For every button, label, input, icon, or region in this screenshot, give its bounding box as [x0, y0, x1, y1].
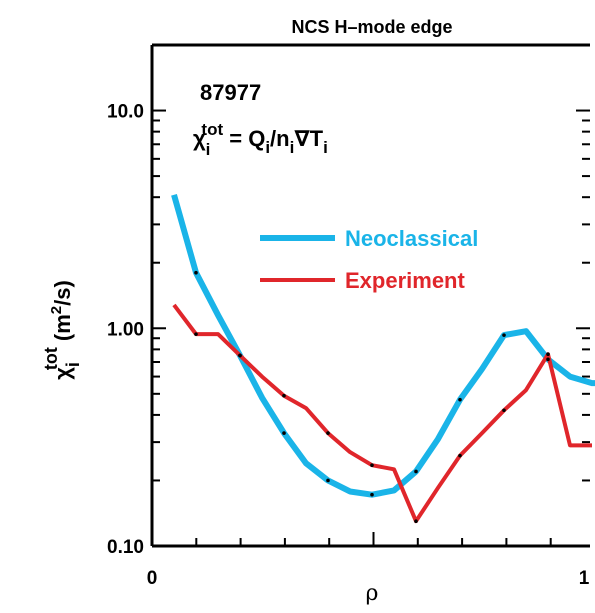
chart-title: NCS H–mode edge [291, 17, 452, 37]
y-tick-label: 0.10 [107, 537, 144, 558]
legend: Neoclassical Experiment [260, 226, 478, 293]
data-point [546, 352, 550, 357]
data-point [502, 408, 506, 413]
x-tick-label: 0 [147, 568, 158, 589]
y-axis-label: χitot(m2/s) [41, 280, 83, 380]
data-point [326, 431, 330, 435]
data-point [546, 357, 550, 362]
data-point [414, 519, 418, 523]
x-tick-label: 1 [579, 568, 590, 589]
series-line-experiment [172, 303, 592, 524]
data-point [282, 431, 286, 435]
shot-number: 87977 [200, 80, 261, 105]
legend-label: Experiment [345, 268, 465, 293]
y-tick-label: 10.0 [107, 102, 144, 123]
x-axis-label: ρ [366, 581, 379, 606]
data-point [194, 270, 198, 275]
data-point [370, 463, 374, 468]
data-point [370, 492, 374, 497]
data-point [502, 333, 506, 337]
data-point [458, 453, 462, 458]
legend-label: Neoclassical [345, 226, 478, 251]
data-point [414, 469, 418, 474]
data-point [326, 478, 330, 483]
points-layer [194, 270, 550, 523]
y-axis-ticks: 0.10 1.00 10.0 [107, 44, 590, 558]
plot-frame [150, 43, 590, 548]
y-tick-label: 1.00 [107, 319, 144, 340]
series-line-neoclassical [171, 194, 595, 498]
data-point [282, 393, 286, 398]
data-point [194, 332, 198, 336]
data-point [238, 353, 242, 358]
series-layer [171, 194, 595, 524]
data-point [458, 397, 462, 402]
formula-label: χitot = Qi/ni∇Ti [193, 120, 328, 159]
